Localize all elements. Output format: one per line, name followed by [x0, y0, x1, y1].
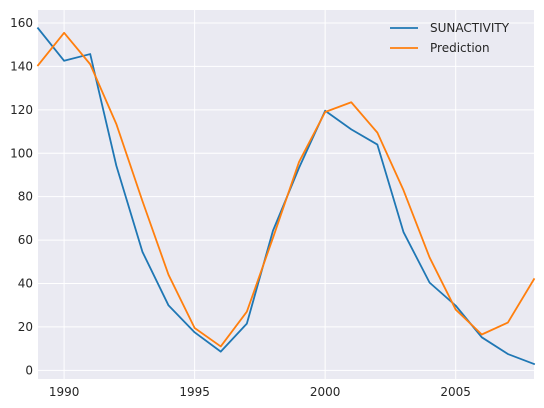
plot-background [38, 10, 534, 379]
legend: SUNACTIVITY Prediction [390, 21, 510, 55]
y-gridlines [38, 22, 534, 371]
x-tick-labels: 1990 1995 2000 2005 [49, 385, 471, 399]
y-tick-label: 140 [10, 59, 33, 73]
x-tick-label: 2005 [440, 385, 471, 399]
y-tick-label: 0 [25, 363, 33, 377]
y-tick-label: 100 [10, 146, 33, 160]
series-lines [36, 26, 536, 366]
y-tick-labels: 0 20 40 60 80 100 120 140 160 [10, 16, 33, 377]
y-tick-label: 60 [18, 233, 33, 247]
x-gridlines [63, 10, 457, 379]
x-tick-label: 2000 [310, 385, 341, 399]
y-tick-label: 120 [10, 103, 33, 117]
legend-label: SUNACTIVITY [430, 21, 510, 35]
x-tick-label: 1995 [179, 385, 210, 399]
series-line-prediction [36, 31, 536, 348]
y-tick-label: 40 [18, 276, 33, 290]
y-tick-label: 80 [18, 190, 33, 204]
y-tick-label: 20 [18, 320, 33, 334]
y-tick-label: 160 [10, 16, 33, 30]
legend-label: Prediction [430, 41, 490, 55]
x-tick-label: 1990 [49, 385, 80, 399]
